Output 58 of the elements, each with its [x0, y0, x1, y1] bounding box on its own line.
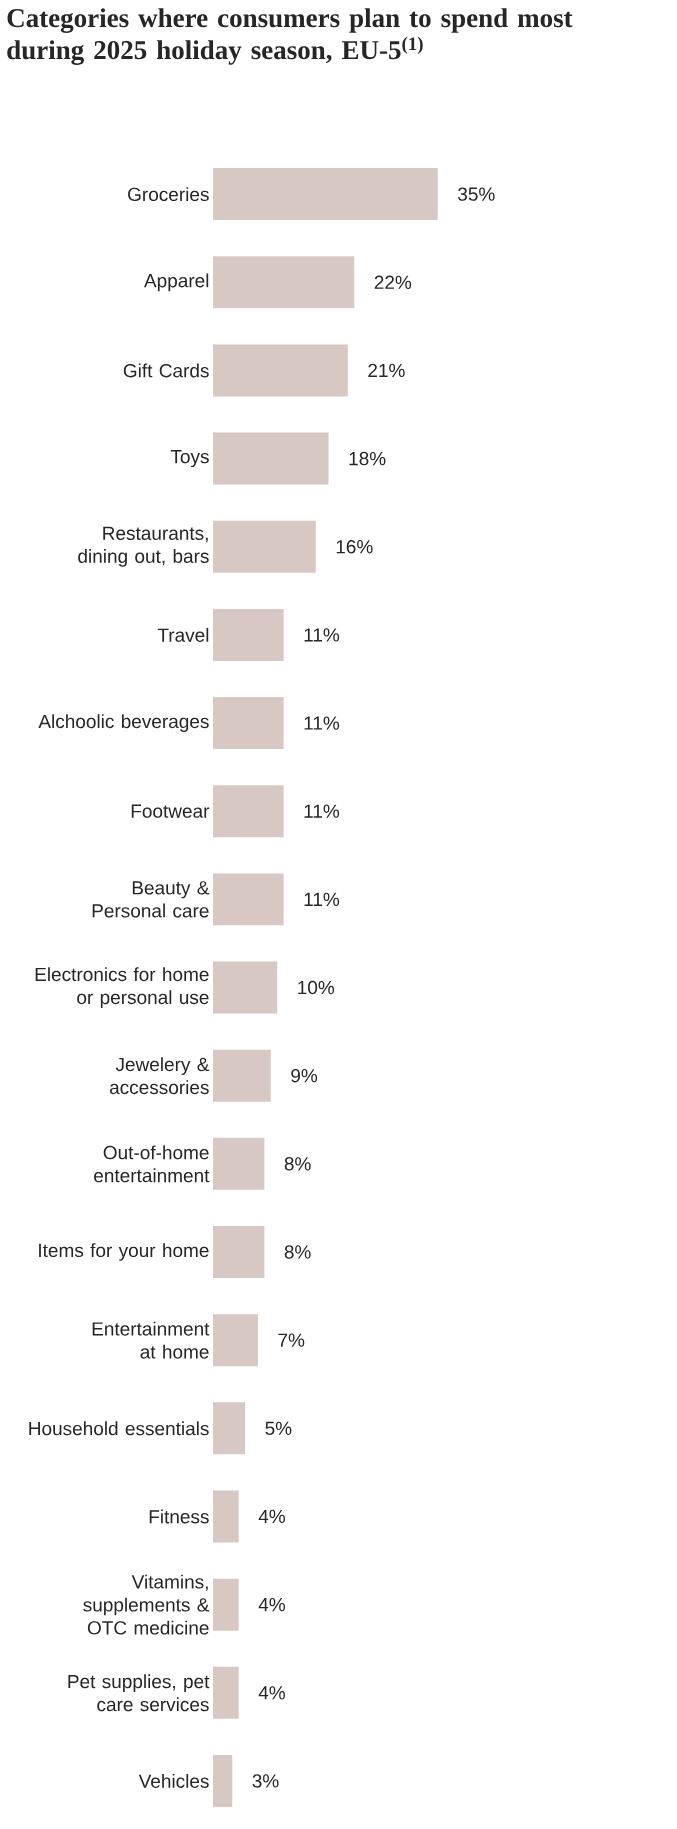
- bar: [212, 608, 284, 661]
- bar: [212, 520, 316, 573]
- data-label: 35%: [458, 187, 495, 201]
- bar: [212, 1137, 265, 1190]
- y-tick-label: Household essentials: [29, 1421, 209, 1436]
- bar: [212, 961, 278, 1014]
- data-label: 18%: [349, 451, 386, 466]
- y-tick-label: Toys: [170, 450, 209, 468]
- bar: [212, 873, 284, 926]
- bar: [212, 1226, 265, 1278]
- data-label: 8%: [284, 1157, 311, 1171]
- data-label: 11%: [304, 716, 340, 730]
- y-tick-label: Travel: [157, 627, 209, 642]
- y-tick-label: Jewelery & accessories: [109, 1057, 210, 1095]
- y-tick-label: Items for your home: [39, 1243, 209, 1261]
- data-label: 4%: [258, 1509, 285, 1524]
- y-tick-label: Footwear: [131, 804, 210, 818]
- bar: [212, 344, 348, 397]
- data-label: 21%: [368, 363, 405, 378]
- data-label: 3%: [252, 1774, 279, 1788]
- bar: [212, 1666, 239, 1719]
- y-tick-label: Beauty & Personal care: [92, 881, 210, 918]
- data-label: 8%: [284, 1245, 311, 1259]
- data-label: 9%: [291, 1068, 318, 1083]
- y-tick-label: Pet supplies, pet care services: [68, 1674, 210, 1712]
- y-tick-label: Restaurants, dining out, bars: [78, 526, 209, 567]
- y-tick-label: Out-of-home entertainment: [94, 1145, 210, 1183]
- y-tick-label: Vitamins, supplements & OTC medicine: [83, 1574, 210, 1635]
- bar: [212, 1049, 271, 1102]
- bar: [212, 1490, 239, 1543]
- data-label: 11%: [304, 892, 340, 907]
- data-label: 5%: [265, 1421, 292, 1435]
- bar: [212, 1578, 239, 1631]
- y-tick-label: Electronics for home or personal use: [35, 967, 209, 1008]
- y-tick-label: Apparel: [144, 273, 209, 292]
- bar: [212, 785, 284, 838]
- chart-title: Categories where consumers plan to spend most during 2025 holiday season, EU-5$^{(1)}$: [7, 8, 573, 65]
- bar: [212, 1402, 246, 1455]
- bar: [212, 1314, 258, 1367]
- bar: [212, 1754, 233, 1807]
- y-tick-label: Entertainment at home: [92, 1321, 210, 1359]
- y-tick-label: Alchoolic beverages: [38, 714, 209, 732]
- data-label: 11%: [304, 628, 340, 642]
- y-tick-label: Vehicles: [138, 1773, 209, 1788]
- bar: [212, 168, 438, 221]
- data-label: 22%: [374, 275, 412, 289]
- y-tick-label: Gift Cards: [123, 363, 209, 378]
- bar: [212, 432, 329, 485]
- data-label: 11%: [304, 804, 340, 818]
- data-label: 10%: [298, 980, 335, 995]
- bar: [212, 697, 284, 750]
- data-label: 16%: [336, 540, 373, 554]
- data-label: 4%: [258, 1597, 285, 1612]
- bar: [212, 256, 355, 309]
- data-label: 7%: [278, 1333, 305, 1347]
- data-label: 4%: [258, 1686, 285, 1700]
- y-tick-label: Fitness: [149, 1509, 209, 1524]
- y-tick-label: Groceries: [128, 187, 209, 202]
